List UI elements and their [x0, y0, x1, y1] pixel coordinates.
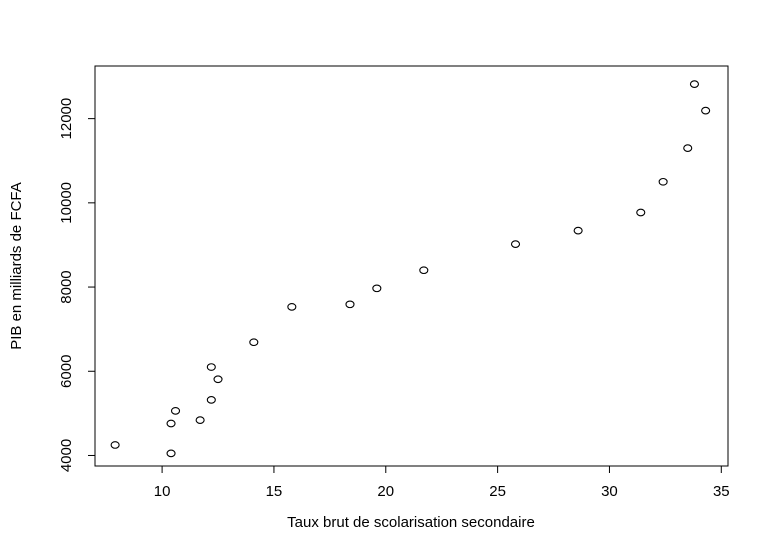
- data-point: [170, 406, 181, 415]
- x-axis: 10 15 20 25 30 35: [154, 465, 730, 500]
- x-axis-label: Taux brut de scolarisation secondaire: [287, 514, 535, 531]
- data-point: [573, 226, 583, 235]
- data-point: [166, 419, 176, 428]
- x-tick-label: 10: [154, 483, 171, 500]
- x-tick-label: 25: [489, 483, 506, 500]
- y-axis: 4000 6000 8000 10000 12000: [58, 98, 96, 472]
- data-point: [636, 208, 646, 217]
- x-tick-label: 35: [713, 483, 730, 500]
- data-point: [110, 441, 120, 449]
- data-point: [510, 240, 521, 248]
- data-point: [689, 80, 699, 88]
- data-point: [683, 144, 693, 152]
- x-tick-label: 30: [601, 483, 618, 500]
- y-tick-label: 10000: [58, 182, 75, 224]
- data-point: [213, 375, 223, 384]
- y-tick-label: 8000: [58, 270, 75, 303]
- data-point: [206, 396, 216, 404]
- y-axis-label: PIB en milliards de FCFA: [8, 182, 25, 350]
- y-tick-label: 12000: [58, 98, 75, 140]
- data-point: [345, 300, 355, 309]
- points-layer: [110, 80, 711, 458]
- data-point: [166, 449, 176, 458]
- plot-frame: [94, 65, 729, 467]
- data-point: [206, 363, 216, 371]
- y-tick-label: 4000: [58, 439, 75, 472]
- y-tick-label: 6000: [58, 355, 75, 388]
- x-tick-label: 20: [377, 483, 394, 500]
- data-point: [372, 284, 382, 293]
- data-point: [658, 177, 668, 186]
- data-point: [249, 338, 259, 347]
- data-point: [195, 416, 205, 424]
- x-tick-label: 15: [266, 483, 283, 500]
- data-point: [287, 302, 297, 311]
- data-point: [701, 106, 711, 115]
- data-point: [419, 266, 429, 275]
